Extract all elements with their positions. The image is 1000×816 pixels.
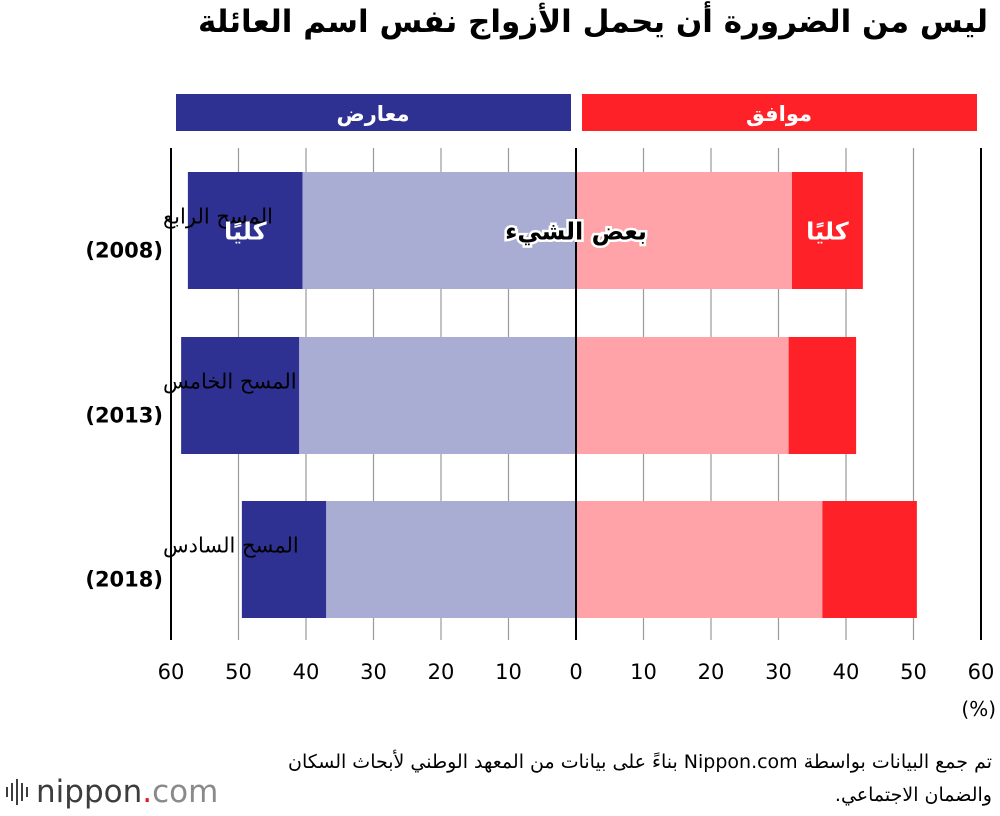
x-tick-label: 0	[569, 660, 582, 684]
bar-oppose-strong	[181, 337, 300, 454]
bar-oppose-strong	[241, 501, 327, 618]
bar-agree-strong	[788, 337, 857, 454]
x-tick-label: 10	[495, 660, 522, 684]
category-year: (2013)	[85, 404, 163, 428]
bar-agree-strong	[792, 172, 863, 289]
category-year: (2008)	[85, 239, 163, 263]
bar-oppose-some	[326, 501, 576, 618]
chart-title: ليس من الضرورة أن يحمل الأزواج نفس اسم ا…	[197, 4, 988, 40]
x-tick-label: 10	[630, 660, 657, 684]
x-tick-label: 50	[900, 660, 927, 684]
annotation-oppose-strong: كليًا	[224, 218, 267, 246]
x-tick-label: 60	[968, 660, 995, 684]
annotation-some-halo: بعض الشيء	[505, 218, 647, 246]
x-tick-label: 30	[360, 660, 387, 684]
annotation-agree-strong: كليًا	[806, 218, 849, 246]
oppose-header-label: معارض	[336, 102, 409, 126]
x-tick-label: 60	[158, 660, 185, 684]
agree-header-label: موافق	[746, 102, 812, 126]
bar-agree-some	[576, 337, 789, 454]
x-tick-label: 40	[833, 660, 860, 684]
x-tick-label: 40	[293, 660, 320, 684]
bar-oppose-some	[302, 172, 576, 289]
annotation-some: بعض الشيء	[505, 218, 647, 246]
logo-tld: com	[152, 774, 219, 810]
oppose-header-bar	[176, 94, 571, 131]
x-tick-label: 30	[765, 660, 792, 684]
logo-dot: .	[142, 774, 153, 810]
nippon-logo: nippon. com	[6, 774, 218, 810]
category-label: المسح الرابع	[163, 205, 273, 229]
x-tick-label: 50	[225, 660, 252, 684]
category-labels: المسح الرابع(2008) المسح الخامس(2013) المس…	[85, 205, 298, 592]
bar-oppose-strong	[187, 172, 303, 289]
category-label: المسح السادس	[163, 534, 299, 558]
category-label: المسح الخامس	[163, 370, 297, 394]
bar-agree-some	[576, 501, 823, 618]
category-year: (2018)	[85, 568, 163, 592]
x-tick-label: 20	[428, 660, 455, 684]
diverging-bar-chart: معارض موافق 60 50 40 30 20 10 0 10 20 30 40 50 60 (%)…	[85, 94, 996, 721]
axes: 60 50 40 30 20 10 0 10 20 30 40 50 60 (%)	[158, 148, 996, 721]
x-unit-label: (%)	[961, 697, 996, 721]
chart-header: معارض موافق	[176, 94, 977, 131]
logo-main-text: nippon	[36, 774, 143, 810]
source-note: تم جمع البيانات بواسطة Nippon.com بناءً …	[288, 751, 992, 806]
bar-oppose-some	[299, 337, 576, 454]
bar-agree-some	[576, 172, 792, 289]
bar-agree-strong	[822, 501, 917, 618]
bars	[181, 172, 917, 618]
x-tick-label: 20	[698, 660, 725, 684]
agree-header-bar	[582, 94, 977, 131]
logo-bars-icon	[6, 779, 28, 805]
